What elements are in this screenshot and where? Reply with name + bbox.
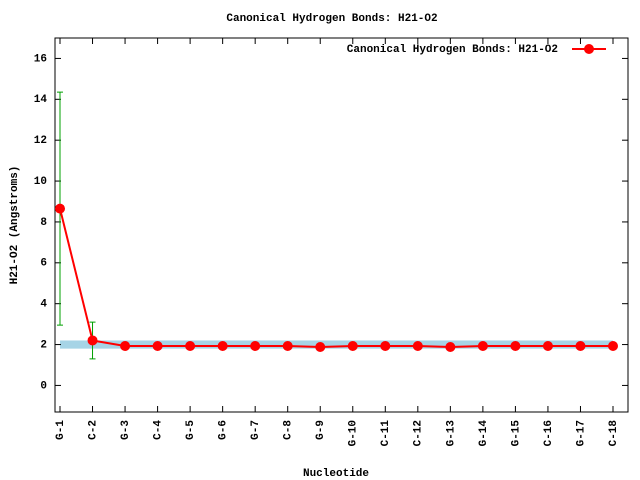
point bbox=[87, 335, 98, 346]
x-tick-label: G-15 bbox=[510, 420, 522, 447]
point bbox=[575, 340, 586, 351]
plot-frame bbox=[54, 37, 629, 413]
point bbox=[542, 340, 553, 351]
y-tick-label: 6 bbox=[40, 258, 47, 270]
x-tick-label: G-6 bbox=[218, 420, 230, 440]
point bbox=[608, 340, 618, 351]
y-tick-label: 8 bbox=[40, 217, 47, 229]
x-tick-label: G-5 bbox=[185, 420, 197, 440]
reference-band bbox=[60, 340, 613, 349]
x-axis-label: Nucleotide bbox=[303, 468, 369, 480]
x-tick-label: C-12 bbox=[413, 420, 425, 446]
y-tick-label: 2 bbox=[40, 339, 47, 351]
y-tick-label: 0 bbox=[40, 380, 47, 392]
point bbox=[282, 340, 293, 351]
x-tick-label: G-9 bbox=[315, 420, 327, 440]
x-tick-label: C-11 bbox=[380, 420, 392, 447]
x-tick-label: G-13 bbox=[445, 420, 457, 447]
point bbox=[152, 340, 163, 351]
x-tick-label: G-7 bbox=[250, 420, 262, 440]
point bbox=[315, 342, 326, 353]
legend-marker bbox=[584, 44, 594, 54]
point bbox=[445, 342, 456, 353]
point bbox=[347, 340, 358, 351]
point bbox=[510, 340, 521, 351]
y-tick-label: 10 bbox=[34, 176, 47, 188]
point bbox=[55, 203, 65, 214]
x-tick-label: C-8 bbox=[283, 420, 295, 440]
x-tick-label: G-17 bbox=[575, 420, 587, 446]
point bbox=[412, 340, 423, 351]
point bbox=[477, 340, 488, 351]
x-tick-label: C-16 bbox=[543, 420, 555, 446]
y-tick-label: 4 bbox=[40, 299, 47, 311]
point bbox=[217, 340, 228, 351]
point bbox=[185, 340, 196, 351]
chart-title: Canonical Hydrogen Bonds: H21-O2 bbox=[226, 13, 437, 25]
series-line bbox=[59, 208, 613, 349]
y-axis-label: H21-O2 (Angstroms) bbox=[9, 166, 21, 285]
y-tick-label: 12 bbox=[34, 135, 47, 147]
point bbox=[250, 340, 261, 351]
x-tick-label: G-14 bbox=[478, 420, 490, 447]
point bbox=[380, 340, 391, 351]
x-tick-label: G-10 bbox=[348, 420, 360, 446]
legend-label: Canonical Hydrogen Bonds: H21-O2 bbox=[347, 44, 558, 56]
y-tick-label: 14 bbox=[34, 94, 48, 106]
x-tick-label: C-4 bbox=[152, 420, 164, 440]
x-tick-label: C-18 bbox=[608, 420, 620, 447]
x-tick-label: G-3 bbox=[120, 420, 132, 440]
x-tick-label: G-1 bbox=[55, 420, 67, 440]
point bbox=[120, 340, 131, 351]
y-tick-label: 16 bbox=[34, 53, 47, 65]
x-tick-label: C-2 bbox=[87, 420, 99, 440]
